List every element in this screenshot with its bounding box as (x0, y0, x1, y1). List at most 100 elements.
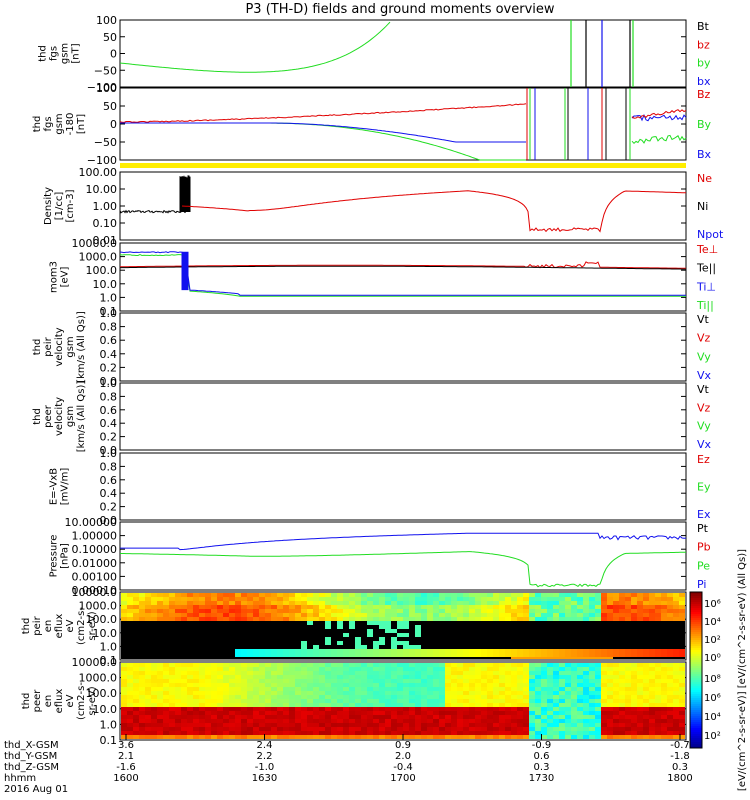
spectrogram-cell (271, 617, 277, 621)
spectrogram-cell (385, 719, 391, 723)
spectrogram-cell (193, 731, 199, 735)
spectrogram-cell (565, 719, 571, 723)
spectrogram-cell (373, 691, 379, 695)
spectrogram-cell (355, 601, 361, 605)
spectrogram-cell (217, 601, 223, 605)
spectrogram-cell (595, 699, 601, 703)
spectrogram-cell (343, 633, 349, 637)
spectrogram-cell (229, 715, 235, 719)
spectrogram-cell (445, 613, 451, 617)
spectrogram-cell (463, 671, 469, 675)
spectrogram-cell (229, 679, 235, 683)
spectrogram-cell (469, 613, 475, 617)
spectrogram-cell (553, 667, 559, 671)
spectrogram-cell (403, 675, 409, 679)
spectrogram-cell (427, 633, 433, 637)
spectrogram-cell (655, 675, 661, 679)
spectrogram-cell (433, 637, 439, 641)
spectrogram-cell (667, 735, 673, 739)
spectrogram-cell (511, 641, 517, 645)
spectrogram-cell (559, 667, 565, 671)
spectrogram-cell (397, 609, 403, 613)
spectrogram-cell (181, 667, 187, 671)
spectrogram-cell (625, 731, 631, 735)
spectrogram-cell (649, 625, 655, 629)
spectrogram-cell (331, 633, 337, 637)
spectrogram-cell (559, 663, 565, 667)
spectrogram-cell (565, 617, 571, 621)
spectrogram-cell (295, 617, 301, 621)
spectrogram-cell (595, 675, 601, 679)
spectrogram-cell (289, 629, 295, 633)
spectrogram-cell (517, 625, 523, 629)
spectrogram-cell (307, 707, 313, 711)
colorbar-cell (690, 610, 702, 612)
spectrogram-cell (523, 593, 529, 597)
spectrogram-cell (337, 663, 343, 667)
spectrogram-cell (259, 671, 265, 675)
y-axis-label-line: [mV/m] (60, 468, 71, 506)
spectrogram-cell (247, 645, 253, 649)
spectrogram-cell (469, 699, 475, 703)
spectrogram-cell (631, 679, 637, 683)
spectrogram-cell (469, 671, 475, 675)
spectrogram-cell (475, 609, 481, 613)
spectrogram-cell (559, 679, 565, 683)
spectrogram-cell (619, 695, 625, 699)
spectrogram-cell (649, 663, 655, 667)
spectrogram-cell (193, 645, 199, 649)
spectrogram-cell (367, 723, 373, 727)
spectrogram-cell (145, 625, 151, 629)
spectrogram-cell (625, 715, 631, 719)
spectrogram-cell (379, 649, 385, 653)
spectrogram-cell (151, 593, 157, 597)
spectrogram-cell (625, 625, 631, 629)
spectrogram-cell (349, 601, 355, 605)
spectrogram-cell (385, 649, 391, 653)
spectrogram-cell (337, 633, 343, 637)
spectrogram-cell (397, 691, 403, 695)
spectrogram-cell (199, 613, 205, 617)
spectrogram-cell (439, 703, 445, 707)
spectrogram-cell (157, 637, 163, 641)
spectrogram-cell (571, 687, 577, 691)
spectrogram-cell (511, 671, 517, 675)
spectrogram-cell (661, 645, 667, 649)
spectrogram-cell (415, 663, 421, 667)
legend-entry: Vx (697, 369, 712, 382)
spectrogram-cell (679, 699, 685, 703)
spectrogram-cell (583, 695, 589, 699)
spectrogram-cell (583, 671, 589, 675)
spectrogram-cell (553, 683, 559, 687)
spectrogram-cell (679, 715, 685, 719)
spectrogram-cell (487, 617, 493, 621)
spectrogram-cell (211, 719, 217, 723)
spectrogram-cell (289, 645, 295, 649)
spectrogram-cell (613, 727, 619, 731)
spectrogram-cell (127, 633, 133, 637)
spectrogram-cell (271, 691, 277, 695)
trace-Pe (120, 551, 687, 588)
spectrogram-cell (289, 653, 295, 657)
spectrogram-cell (583, 593, 589, 597)
spectrogram-cell (295, 667, 301, 671)
spectrogram-cell (127, 683, 133, 687)
spectrogram-cell (415, 671, 421, 675)
spectrogram-cell (337, 719, 343, 723)
spectrogram-cell (559, 675, 565, 679)
colorbar-cell (690, 702, 702, 704)
spectrogram-cell (607, 653, 613, 657)
spectrogram-cell (661, 715, 667, 719)
spectrogram-cell (265, 719, 271, 723)
spectrogram-cell (487, 695, 493, 699)
spectrogram-cell (517, 605, 523, 609)
spectrogram-cell (673, 663, 679, 667)
spectrogram-cell (451, 637, 457, 641)
spectrogram-cell (145, 667, 151, 671)
spectrogram-cell (295, 679, 301, 683)
spectrogram-cell (625, 671, 631, 675)
spectrogram-cell (469, 633, 475, 637)
spectrogram-cell (511, 679, 517, 683)
spectrogram-cell (193, 601, 199, 605)
colorbar-cell (690, 608, 702, 610)
